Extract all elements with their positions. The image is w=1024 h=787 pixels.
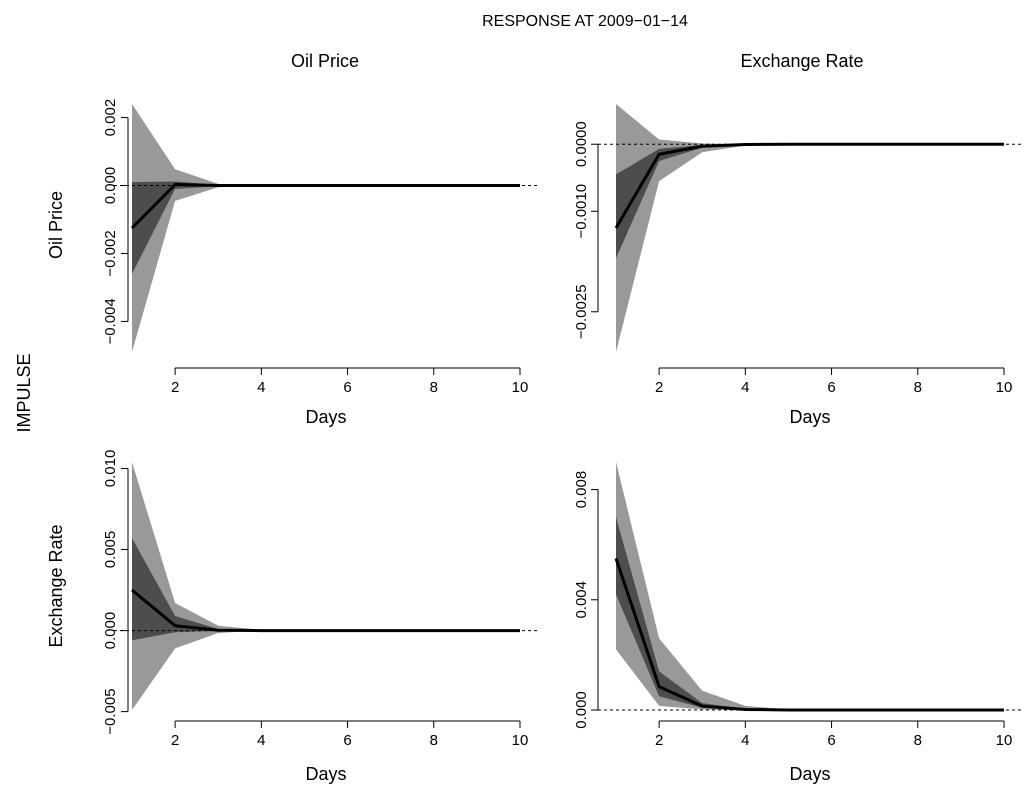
outer-confidence-band bbox=[132, 104, 520, 352]
outer-confidence-band bbox=[616, 462, 1004, 710]
x-tick-label: 6 bbox=[827, 732, 835, 749]
x-tick-label: 2 bbox=[171, 732, 179, 749]
x-axis-label: Days bbox=[789, 407, 830, 427]
x-tick-label: 2 bbox=[655, 379, 663, 396]
x-tick-label: 4 bbox=[741, 732, 749, 749]
col-title-exchange-rate: Exchange Rate bbox=[740, 51, 863, 71]
x-tick-label: 2 bbox=[655, 732, 663, 749]
x-tick-label: 8 bbox=[430, 379, 438, 396]
y-tick-label: 0.000 bbox=[102, 612, 119, 650]
x-axis-label: Days bbox=[305, 407, 346, 427]
main-title: RESPONSE AT 2009−01−14 bbox=[482, 13, 688, 30]
panel-oil-price-to-oil-price: −0.004 −0.002 0.000 0.002 2 4 6 8 10 Days bbox=[102, 99, 538, 427]
y-tick-label: 0.002 bbox=[102, 99, 119, 137]
x-tick-label: 4 bbox=[257, 379, 265, 396]
outer-confidence-band bbox=[616, 104, 1004, 352]
row-title-exchange-rate: Exchange Rate bbox=[46, 524, 66, 647]
row-title-oil-price: Oil Price bbox=[46, 191, 66, 259]
y-tick-label: −0.004 bbox=[102, 298, 119, 344]
y-tick-label: 0.004 bbox=[573, 581, 590, 619]
impulse-row-label: IMPULSE bbox=[14, 353, 34, 432]
y-tick-label: 0.0000 bbox=[573, 121, 590, 167]
x-tick-label: 10 bbox=[996, 379, 1013, 396]
x-axis-label: Days bbox=[789, 764, 830, 784]
impulse-response-line bbox=[614, 557, 1004, 712]
y-tick-label: 0.000 bbox=[102, 167, 119, 205]
col-title-oil-price: Oil Price bbox=[291, 51, 359, 71]
impulse-response-line bbox=[130, 183, 520, 230]
impulse-response-line bbox=[131, 588, 520, 633]
x-tick-label: 10 bbox=[996, 732, 1013, 749]
panel-oil-price-to-exchange-rate: −0.0025 −0.0010 0.0000 2 4 6 8 10 Days bbox=[573, 104, 1022, 427]
impulse-response-line bbox=[614, 142, 1004, 229]
y-tick-label: 0.000 bbox=[573, 691, 590, 729]
y-tick-label: −0.005 bbox=[102, 688, 119, 734]
y-tick-label: 0.008 bbox=[573, 471, 590, 509]
x-tick-label: 6 bbox=[343, 732, 351, 749]
x-tick-label: 6 bbox=[827, 379, 835, 396]
outer-confidence-band bbox=[132, 462, 520, 710]
panel-exchange-rate-to-oil-price: −0.005 0.000 0.005 0.010 2 4 6 8 10 Days bbox=[102, 450, 538, 784]
x-tick-label: 10 bbox=[512, 379, 529, 396]
y-tick-label: 0.010 bbox=[102, 450, 119, 488]
x-tick-label: 2 bbox=[171, 379, 179, 396]
x-axis-label: Days bbox=[305, 764, 346, 784]
y-tick-label: −0.0010 bbox=[573, 184, 590, 239]
y-tick-label: −0.002 bbox=[102, 230, 119, 276]
y-tick-label: −0.0025 bbox=[573, 284, 590, 339]
y-tick-label: 0.005 bbox=[102, 531, 119, 569]
x-tick-label: 6 bbox=[343, 379, 351, 396]
x-tick-label: 10 bbox=[512, 732, 529, 749]
x-tick-label: 4 bbox=[741, 379, 749, 396]
panel-exchange-rate-to-exchange-rate: 0.000 0.004 0.008 2 4 6 8 10 Days bbox=[573, 462, 1022, 784]
x-tick-label: 8 bbox=[430, 732, 438, 749]
x-tick-label: 8 bbox=[914, 732, 922, 749]
x-tick-label: 4 bbox=[257, 732, 265, 749]
inner-confidence-band bbox=[616, 144, 1004, 259]
inner-confidence-band bbox=[132, 538, 520, 641]
x-tick-label: 8 bbox=[914, 379, 922, 396]
